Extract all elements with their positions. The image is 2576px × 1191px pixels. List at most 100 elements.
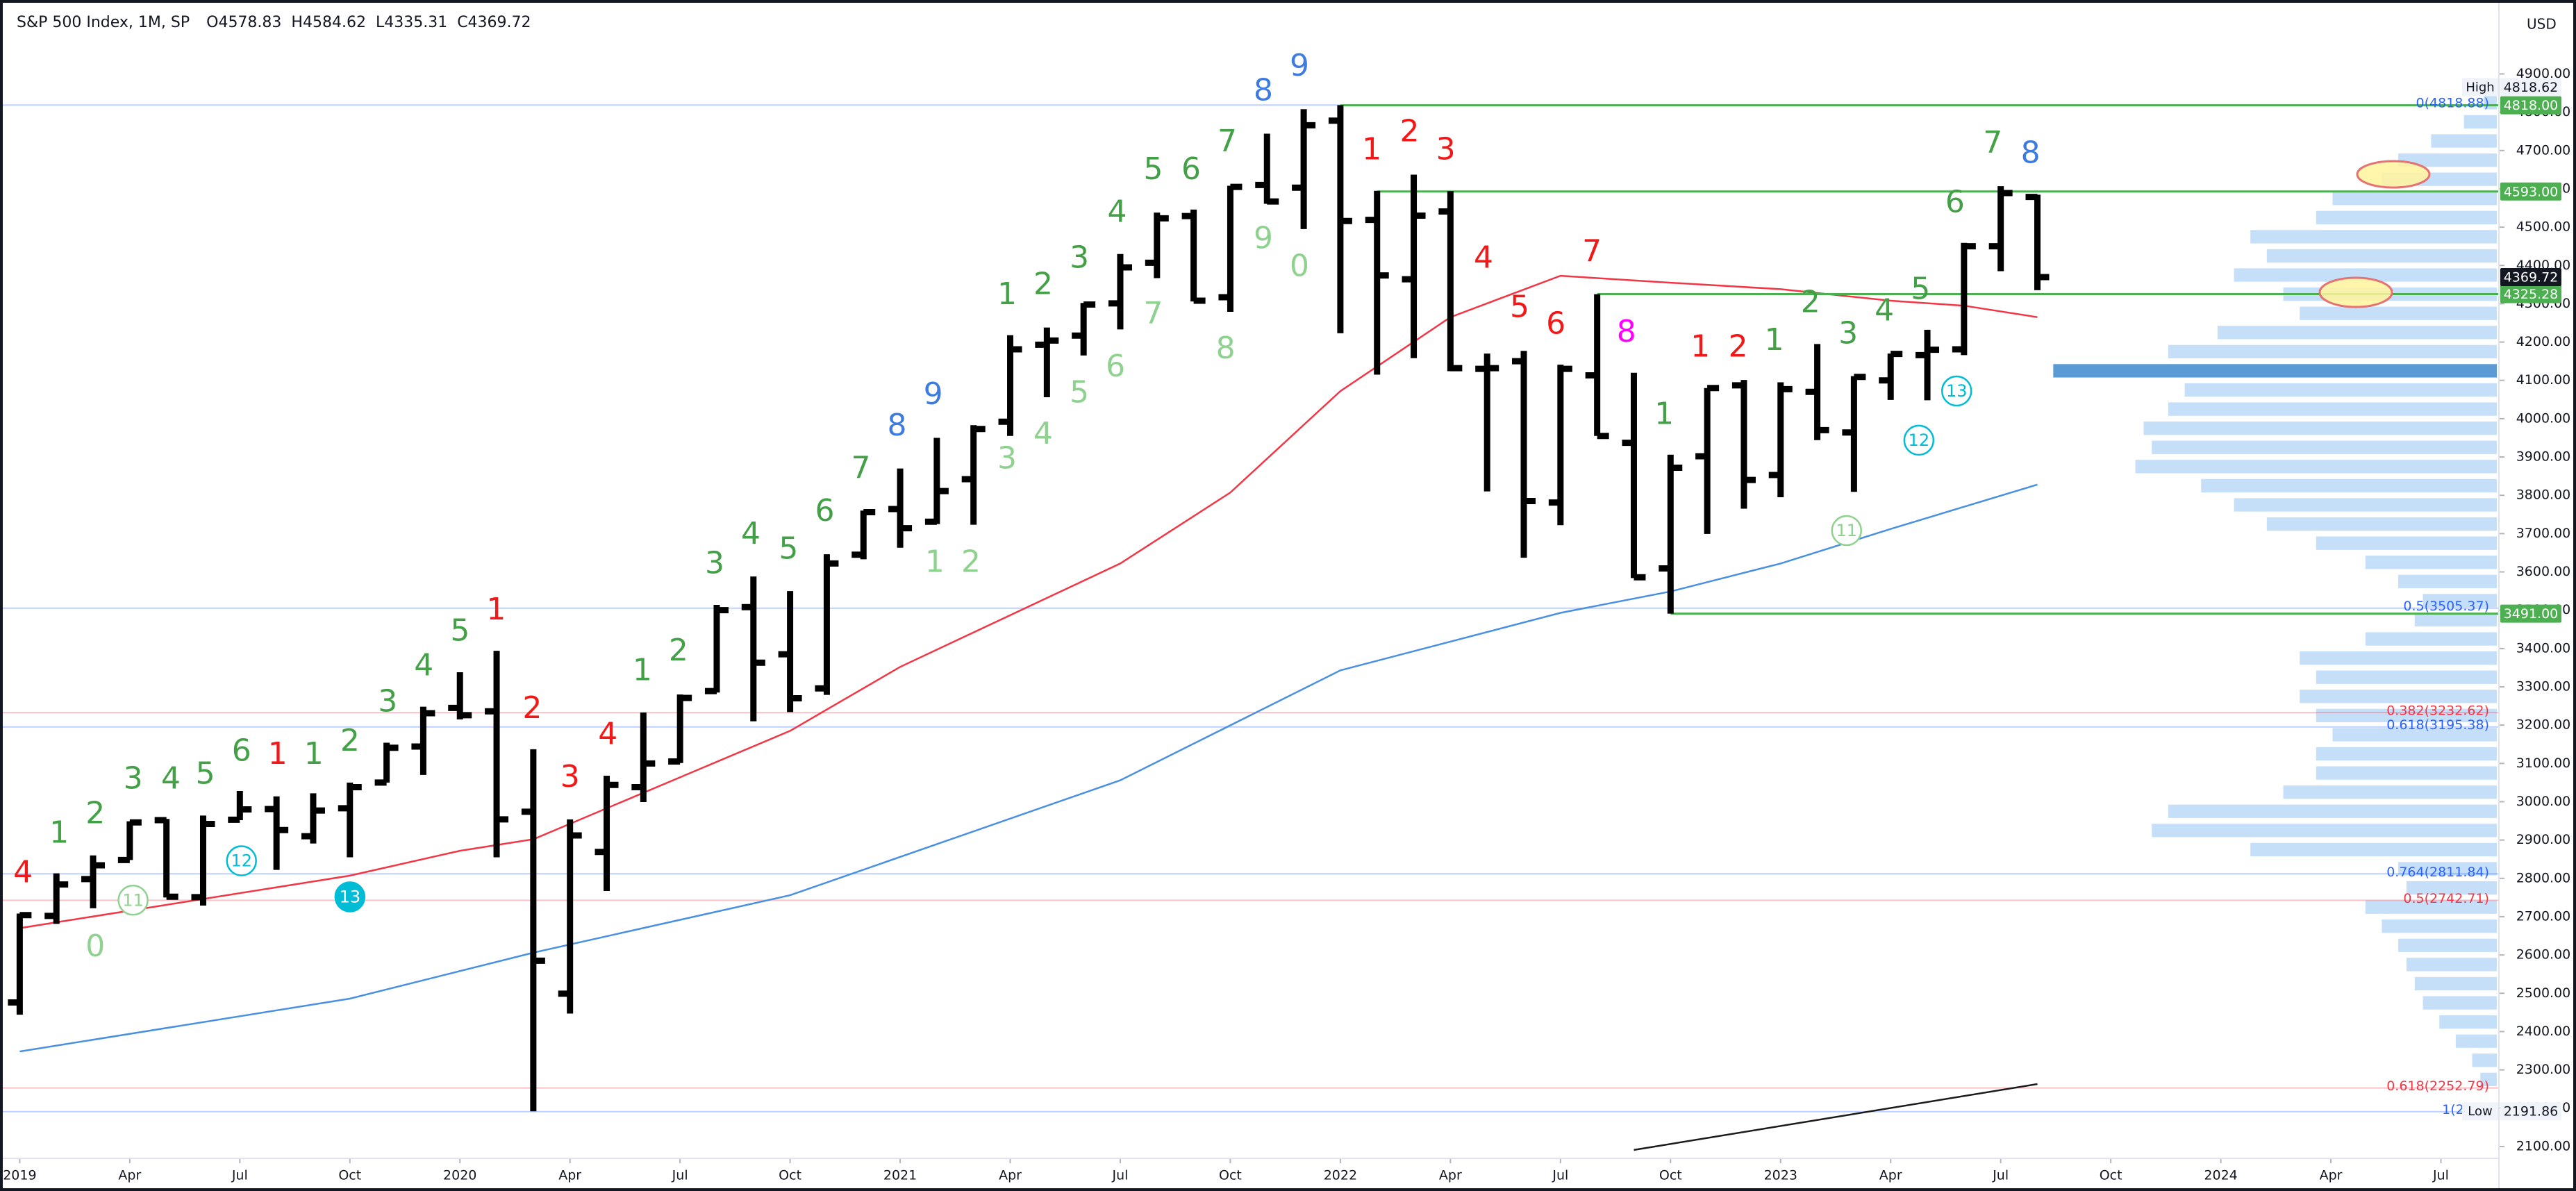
volume-profile-bar [2332,192,2497,206]
count-label: 9 [1254,220,1273,256]
x-tick-label: Oct [2100,1168,2122,1183]
y-tick-label: 2600.00 [2516,947,2571,963]
count-label: 3 [378,683,397,719]
count-circle [1903,424,1935,456]
extreme-tag-value: 2191.86 [2504,1104,2559,1119]
y-tick-label: 4000.00 [2516,410,2571,426]
moving-average-line [19,483,2038,1053]
circled-count-label: 13 [1946,381,1968,401]
volume-profile-bar [2316,747,2497,761]
volume-profile-bar [2250,842,2497,857]
volume-profile-bar [2316,210,2497,224]
volume-profile-bar [2300,651,2497,665]
price-tag [2500,604,2561,623]
volume-profile-bar [2316,708,2497,723]
y-tick-label: 4200.00 [2516,334,2571,349]
price-tag [2500,267,2561,286]
y-tick-label: 2300.00 [2516,1062,2571,1077]
fib-label: 0.5(3505.37) [2403,599,2489,614]
volume-profile-bar [2053,364,2497,378]
count-label: 7 [851,451,870,486]
x-tick-label: Apr [1879,1168,1902,1183]
y-tick-label: 3200.00 [2516,717,2571,733]
volume-profile-bar [2480,1072,2497,1087]
x-tick-label: 2021 [883,1168,917,1183]
x-tick-label: Jul [2432,1168,2449,1183]
count-circle [334,881,366,913]
count-label: 1 [633,652,652,688]
volume-profile-bar [2135,460,2497,474]
count-label: 5 [779,531,798,566]
volume-profile-bar [2365,556,2497,569]
volume-profile-bar [2316,536,2497,550]
count-label: 3 [1070,240,1089,276]
extreme-tag-value-box [2500,1102,2561,1121]
volume-profile-bar [2168,402,2497,416]
y-tick-label: 3100.00 [2516,756,2571,771]
count-label: 8 [888,408,907,443]
circled-count-label: 13 [340,888,361,907]
volume-profile-bar [2300,690,2497,703]
count-label: 6 [1181,151,1201,187]
count-label: 5 [196,756,215,791]
fib-label: 0.764(2811.84) [2386,865,2489,880]
highlight-ellipse [2356,160,2431,189]
front-layer: 0(4818.88)0.5(3505.37)0.382(3232.62)0.61… [8,48,2489,1117]
count-label: 8 [1254,72,1273,108]
count-label: 2 [1400,114,1420,149]
y-tick-label: 2100.00 [2516,1138,2571,1153]
price-tag [2500,96,2561,115]
count-label: 5 [1144,151,1163,187]
y-tick-label: 4500.00 [2516,219,2571,235]
y-tick-label: 2900.00 [2516,832,2571,847]
x-tick-label: Oct [338,1168,361,1183]
count-label: 1 [1362,132,1381,167]
back-layer: 2100.002200.002300.002400.002500.002600.… [0,66,2570,1183]
y-tick-label: 4700.00 [2516,142,2571,158]
count-label: 3 [705,546,724,581]
volume-profile-bar [2365,632,2497,646]
count-label: 7 [1144,296,1163,331]
price-tag-label: 4325.28 [2504,287,2559,302]
volume-profile-bar [2152,824,2497,838]
count-label: 3 [1838,316,1858,351]
circled-count-label: 11 [122,890,144,910]
extreme-tag-label: Low [2468,1104,2492,1119]
count-label: 1 [997,276,1017,312]
count-label: 3 [1436,132,1456,167]
volume-profile-bar [2300,306,2497,320]
extreme-tag-value: 4818.62 [2504,80,2559,95]
count-label: 8 [2021,135,2041,170]
extreme-tag-box [2462,78,2498,97]
count-label: 2 [85,795,105,831]
fib-label: 0.382(3232.62) [2386,703,2489,719]
y-tick-label: 3400.00 [2516,640,2571,656]
count-circle [1831,515,1862,547]
x-tick-label: Oct [779,1168,801,1183]
count-label: 2 [522,690,542,726]
volume-profile-bar [2431,134,2497,148]
volume-profile-bar [2283,785,2497,799]
count-label: 4 [13,854,33,890]
volume-profile-bar [2316,670,2497,684]
count-label: 6 [1945,184,1965,219]
count-label: 4 [1474,240,1493,276]
y-tick-label: 3300.00 [2516,678,2571,694]
price-tag-label: 4369.72 [2504,269,2559,285]
volume-profile-bar [2398,574,2497,588]
count-label: 4 [741,516,761,551]
y-tick-label: 3000.00 [2516,794,2571,809]
count-label: 4 [598,717,617,752]
volume-profile-bar [2472,1053,2497,1067]
fib-label: 0.618(3195.38) [2386,717,2489,733]
x-tick-label: Oct [1219,1168,1242,1183]
volume-profile-bar [2266,249,2497,263]
header-value: O4578.83 [206,14,281,31]
count-label: 5 [1070,375,1089,410]
x-tick-label: Jul [1992,1168,2009,1183]
count-label: 1 [49,815,69,851]
y-tick-label: 4100.00 [2516,372,2571,388]
price-tag [2500,182,2561,201]
count-circle [1941,375,1972,407]
